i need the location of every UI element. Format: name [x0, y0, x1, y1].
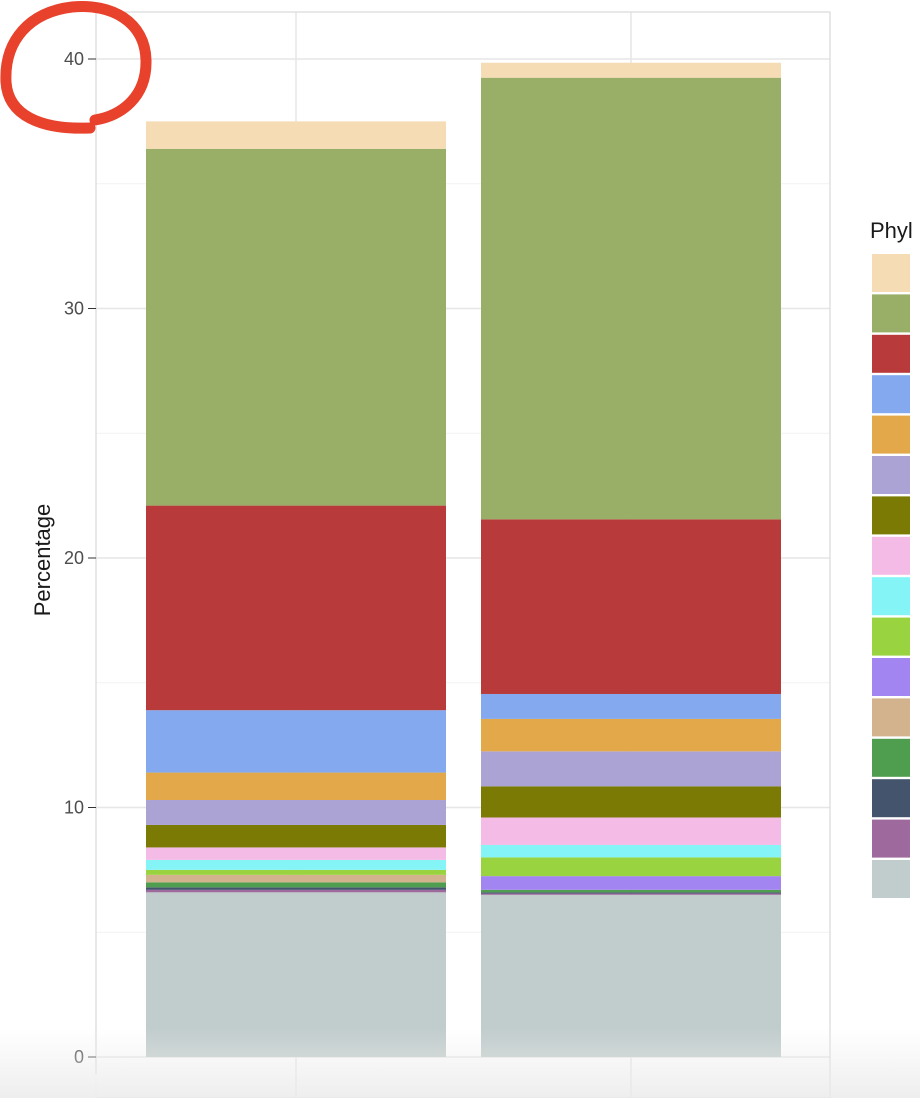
legend-swatch — [872, 658, 910, 696]
legend-swatch — [872, 254, 910, 292]
legend-swatch — [872, 819, 910, 858]
bar-segment — [146, 847, 446, 860]
y-tick-label: 40 — [64, 49, 84, 69]
bar-segment — [146, 710, 446, 773]
bar-segment — [146, 772, 446, 801]
legend-swatch — [872, 617, 910, 656]
bar-segment — [146, 869, 446, 875]
y-axis-tick-labels: 0 10 20 30 40 — [64, 49, 96, 1067]
bar-segment — [481, 892, 781, 894]
bar-segment — [481, 894, 781, 1057]
y-tick-label: 30 — [64, 299, 84, 319]
legend-swatch — [872, 536, 910, 575]
legend-swatch — [872, 456, 910, 494]
bar-segment — [481, 893, 781, 895]
y-tick-label: 10 — [64, 798, 84, 818]
bar-segment — [481, 857, 781, 877]
bar-segment — [481, 876, 781, 890]
bars-group — [146, 62, 781, 1057]
bar-segment — [146, 882, 446, 888]
y-tick-label: 20 — [64, 548, 84, 568]
bar-segment — [481, 751, 781, 787]
bar-segment — [146, 874, 446, 883]
legend-swatch — [872, 738, 910, 777]
bar-segment — [481, 844, 781, 858]
bar-segment — [146, 859, 446, 870]
bar-segment — [146, 505, 446, 711]
bar-segment — [481, 817, 781, 845]
plot-border — [95, 11, 831, 1098]
bar-segment — [146, 800, 446, 825]
bar-segment — [481, 889, 781, 893]
bar-segment — [146, 824, 446, 848]
bar-segment — [481, 693, 781, 719]
legend — [872, 254, 910, 898]
bar-segment — [146, 121, 446, 149]
legend-swatch — [872, 294, 910, 333]
bar-segment — [146, 148, 446, 506]
red-circle-annotation — [0, 0, 152, 134]
bar-segment — [146, 889, 446, 893]
legend-swatch — [872, 334, 910, 373]
legend-swatch — [872, 496, 910, 535]
legend-swatch — [872, 415, 910, 454]
y-axis-title: Percentage — [30, 504, 55, 617]
bar-segment — [481, 718, 781, 752]
bar-segment — [481, 786, 781, 818]
bar-segment — [481, 77, 781, 520]
legend-swatch — [872, 860, 910, 898]
bar-segment — [146, 887, 446, 890]
legend-swatch — [872, 698, 910, 737]
y-tick-label: 0 — [74, 1047, 84, 1067]
legend-title: Phyl — [870, 218, 913, 243]
bar-segment — [481, 519, 781, 694]
legend-swatch — [872, 375, 910, 414]
legend-swatch — [872, 779, 910, 818]
bar-segment — [481, 62, 781, 78]
legend-swatch — [872, 577, 910, 616]
bar-segment — [146, 892, 446, 1057]
